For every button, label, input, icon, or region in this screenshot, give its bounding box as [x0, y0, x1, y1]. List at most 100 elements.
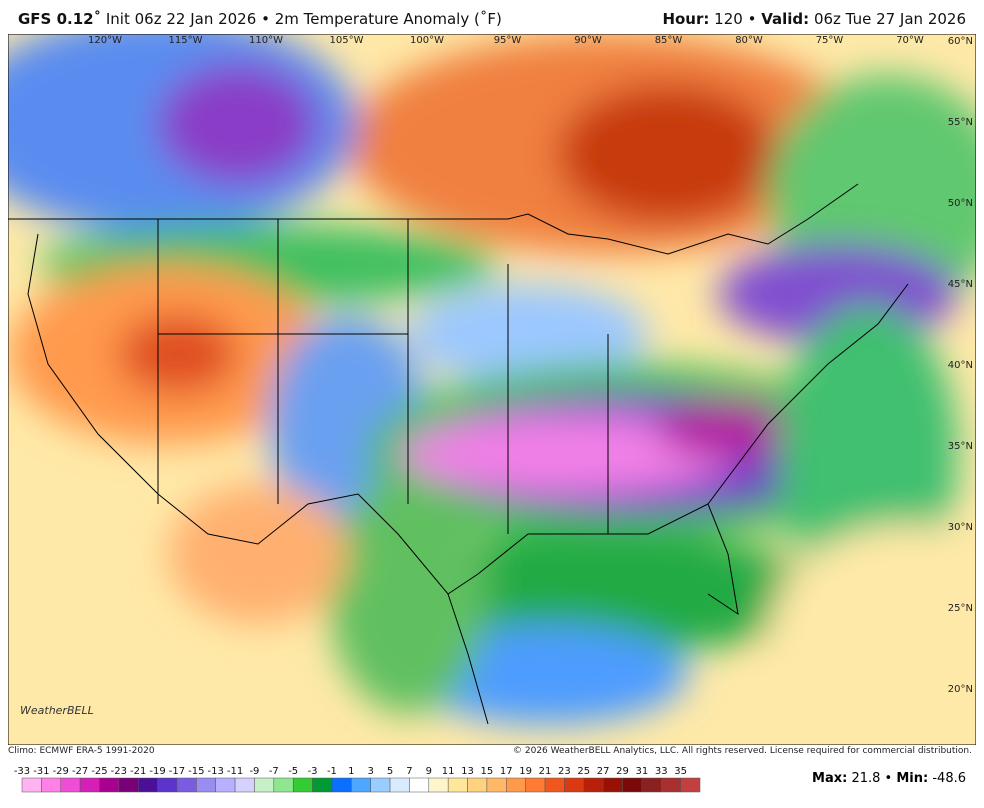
- colorbar-label: -23: [111, 766, 127, 777]
- color-swatch: [21, 777, 42, 793]
- color-swatch: [60, 777, 81, 793]
- color-swatch: [409, 777, 430, 793]
- hour-label: Hour:: [662, 10, 710, 28]
- color-swatch: [312, 777, 333, 793]
- lon-label: 110°W: [249, 35, 283, 46]
- lat-label: 55°N: [948, 117, 973, 128]
- header-right: Hour: 120 • Valid: 06z Tue 27 Jan 2026: [662, 10, 966, 28]
- field-shading: [8, 34, 976, 745]
- colorbar-label: 33: [655, 766, 668, 777]
- lon-label: 70°W: [896, 35, 924, 46]
- color-swatch: [137, 777, 158, 793]
- color-swatch: [525, 777, 546, 793]
- lon-label: 80°W: [735, 35, 763, 46]
- colorbar-label: 25: [577, 766, 590, 777]
- colorbar-label: 21: [539, 766, 552, 777]
- map: 120°W 115°W 110°W 105°W 100°W 95°W 90°W 85°W 80°…: [8, 34, 976, 745]
- colorbar-label: -25: [91, 766, 107, 777]
- valid-label: Valid:: [761, 10, 810, 28]
- lat-label: 25°N: [948, 603, 973, 614]
- lat-label: 45°N: [948, 279, 973, 290]
- color-swatch: [118, 777, 139, 793]
- colorbar-label: -13: [208, 766, 224, 777]
- lon-label: 85°W: [655, 35, 683, 46]
- hour: 120: [714, 10, 743, 28]
- color-swatch: [389, 777, 410, 793]
- min-label: Min:: [896, 771, 929, 786]
- lon-label: 100°W: [410, 35, 444, 46]
- color-swatch: [583, 777, 604, 793]
- lat-label: 30°N: [948, 522, 973, 533]
- boundaries: [8, 183, 909, 725]
- sep: •: [261, 10, 270, 28]
- lon-label: 120°W: [88, 35, 122, 46]
- colorbar-label: 23: [558, 766, 571, 777]
- header-left: GFS 0.12˚ Init 06z 22 Jan 2026 • 2m Temp…: [18, 10, 502, 28]
- colorbar-label: -1: [327, 766, 337, 777]
- colorbar-label: 35: [674, 766, 687, 777]
- copyright: © 2026 WeatherBELL Analytics, LLC. All r…: [513, 746, 972, 756]
- colorbar-label: -31: [33, 766, 49, 777]
- color-swatch: [641, 777, 662, 793]
- stats: Max: 21.8 • Min: -48.6: [812, 771, 966, 786]
- colorbar-label: -5: [288, 766, 298, 777]
- color-swatch: [564, 777, 585, 793]
- colorbar-label: -21: [130, 766, 146, 777]
- color-swatch: [292, 777, 313, 793]
- colorbar-label: 29: [616, 766, 629, 777]
- colorbar-label: 31: [636, 766, 649, 777]
- init: Init 06z 22 Jan 2026: [105, 10, 257, 28]
- lat-label: 50°N: [948, 198, 973, 209]
- colorbar-label: -9: [249, 766, 259, 777]
- colorbar-label: -15: [188, 766, 204, 777]
- colorbar-label: 5: [387, 766, 393, 777]
- lon-labels: 120°W 115°W 110°W 105°W 100°W 95°W 90°W 85°W 80°…: [88, 35, 924, 46]
- colorbar-label: 13: [461, 766, 474, 777]
- lat-labels: 60°N 55°N 50°N 45°N 40°N 35°N 30°N 25°N 20°N: [948, 36, 973, 695]
- colorbar-label: 1: [348, 766, 354, 777]
- model: GFS 0.12˚: [18, 10, 102, 28]
- color-swatch: [234, 777, 255, 793]
- colorbar: -33 -31 -29 -27 -25 -23 -21 -19 -17 -15 -13 -11 -9 -7…: [14, 766, 701, 793]
- colorbar-label: 27: [597, 766, 610, 777]
- color-swatch: [622, 777, 643, 793]
- lat-label: 60°N: [948, 36, 973, 47]
- min-value: -48.6: [932, 771, 966, 786]
- lon-label: 75°W: [816, 35, 844, 46]
- colorbar-label: 7: [406, 766, 412, 777]
- color-swatch: [447, 777, 468, 793]
- color-swatch: [41, 777, 61, 793]
- color-swatch: [215, 777, 236, 793]
- color-swatch: [273, 777, 294, 793]
- color-swatch: [157, 777, 178, 793]
- color-swatch: [544, 777, 565, 793]
- color-swatch: [467, 777, 488, 793]
- color-swatch: [331, 777, 352, 793]
- colorbar-label: -3: [308, 766, 318, 777]
- color-swatch: [486, 777, 507, 793]
- color-swatch: [661, 777, 681, 793]
- valid: 06z Tue 27 Jan 2026: [813, 10, 966, 28]
- color-swatch: [680, 777, 701, 793]
- color-swatch: [99, 777, 120, 793]
- field: 2m Temperature Anomaly (˚F): [274, 10, 502, 28]
- colorbar-label: -17: [169, 766, 185, 777]
- color-swatch: [254, 777, 275, 793]
- climo-note: Climo: ECMWF ERA-5 1991-2020: [8, 746, 155, 756]
- color-swatch: [176, 777, 197, 793]
- colorbar-label: 15: [481, 766, 494, 777]
- colorbar-label: 3: [367, 766, 373, 777]
- logo: WeatherBELL: [20, 704, 94, 717]
- color-swatch: [351, 777, 371, 793]
- lat-label: 20°N: [948, 684, 973, 695]
- colorbar-label: -33: [14, 766, 30, 777]
- lon-label: 105°W: [330, 35, 364, 46]
- colorbar-label: 17: [500, 766, 513, 777]
- colorbar-label: -7: [269, 766, 279, 777]
- colorbar-label: -11: [227, 766, 243, 777]
- max-label: Max:: [812, 771, 848, 786]
- color-swatch: [370, 777, 391, 793]
- lat-label: 35°N: [948, 441, 973, 452]
- sep: •: [884, 771, 893, 786]
